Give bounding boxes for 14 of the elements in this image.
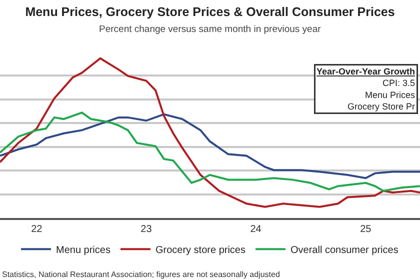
annotation: Menu Prices: [365, 90, 416, 100]
text: Statistics, National Restaurant Association; figures are not seasonally adjusted: [2, 270, 280, 279]
x-tick-label: 25: [360, 224, 372, 235]
legend-label: Menu prices: [56, 245, 110, 256]
x-tick-label: 24: [250, 224, 262, 235]
chart-title: Menu Prices, Grocery Store Prices & Overall Consumer Prices: [25, 4, 395, 19]
legend-label: Grocery store prices: [155, 245, 246, 256]
annotation: Grocery Store Pr: [348, 102, 416, 112]
annotation: CPI: 3.5: [382, 78, 416, 88]
chart-subtitle: Percent change versus same month in previous year: [99, 24, 321, 35]
x-tick-label: 23: [140, 224, 152, 235]
annotation: Year-Over-Year Growth: [316, 66, 416, 76]
x-tick-label: 22: [31, 224, 43, 235]
legend-label: Overall consumer prices: [290, 245, 398, 256]
